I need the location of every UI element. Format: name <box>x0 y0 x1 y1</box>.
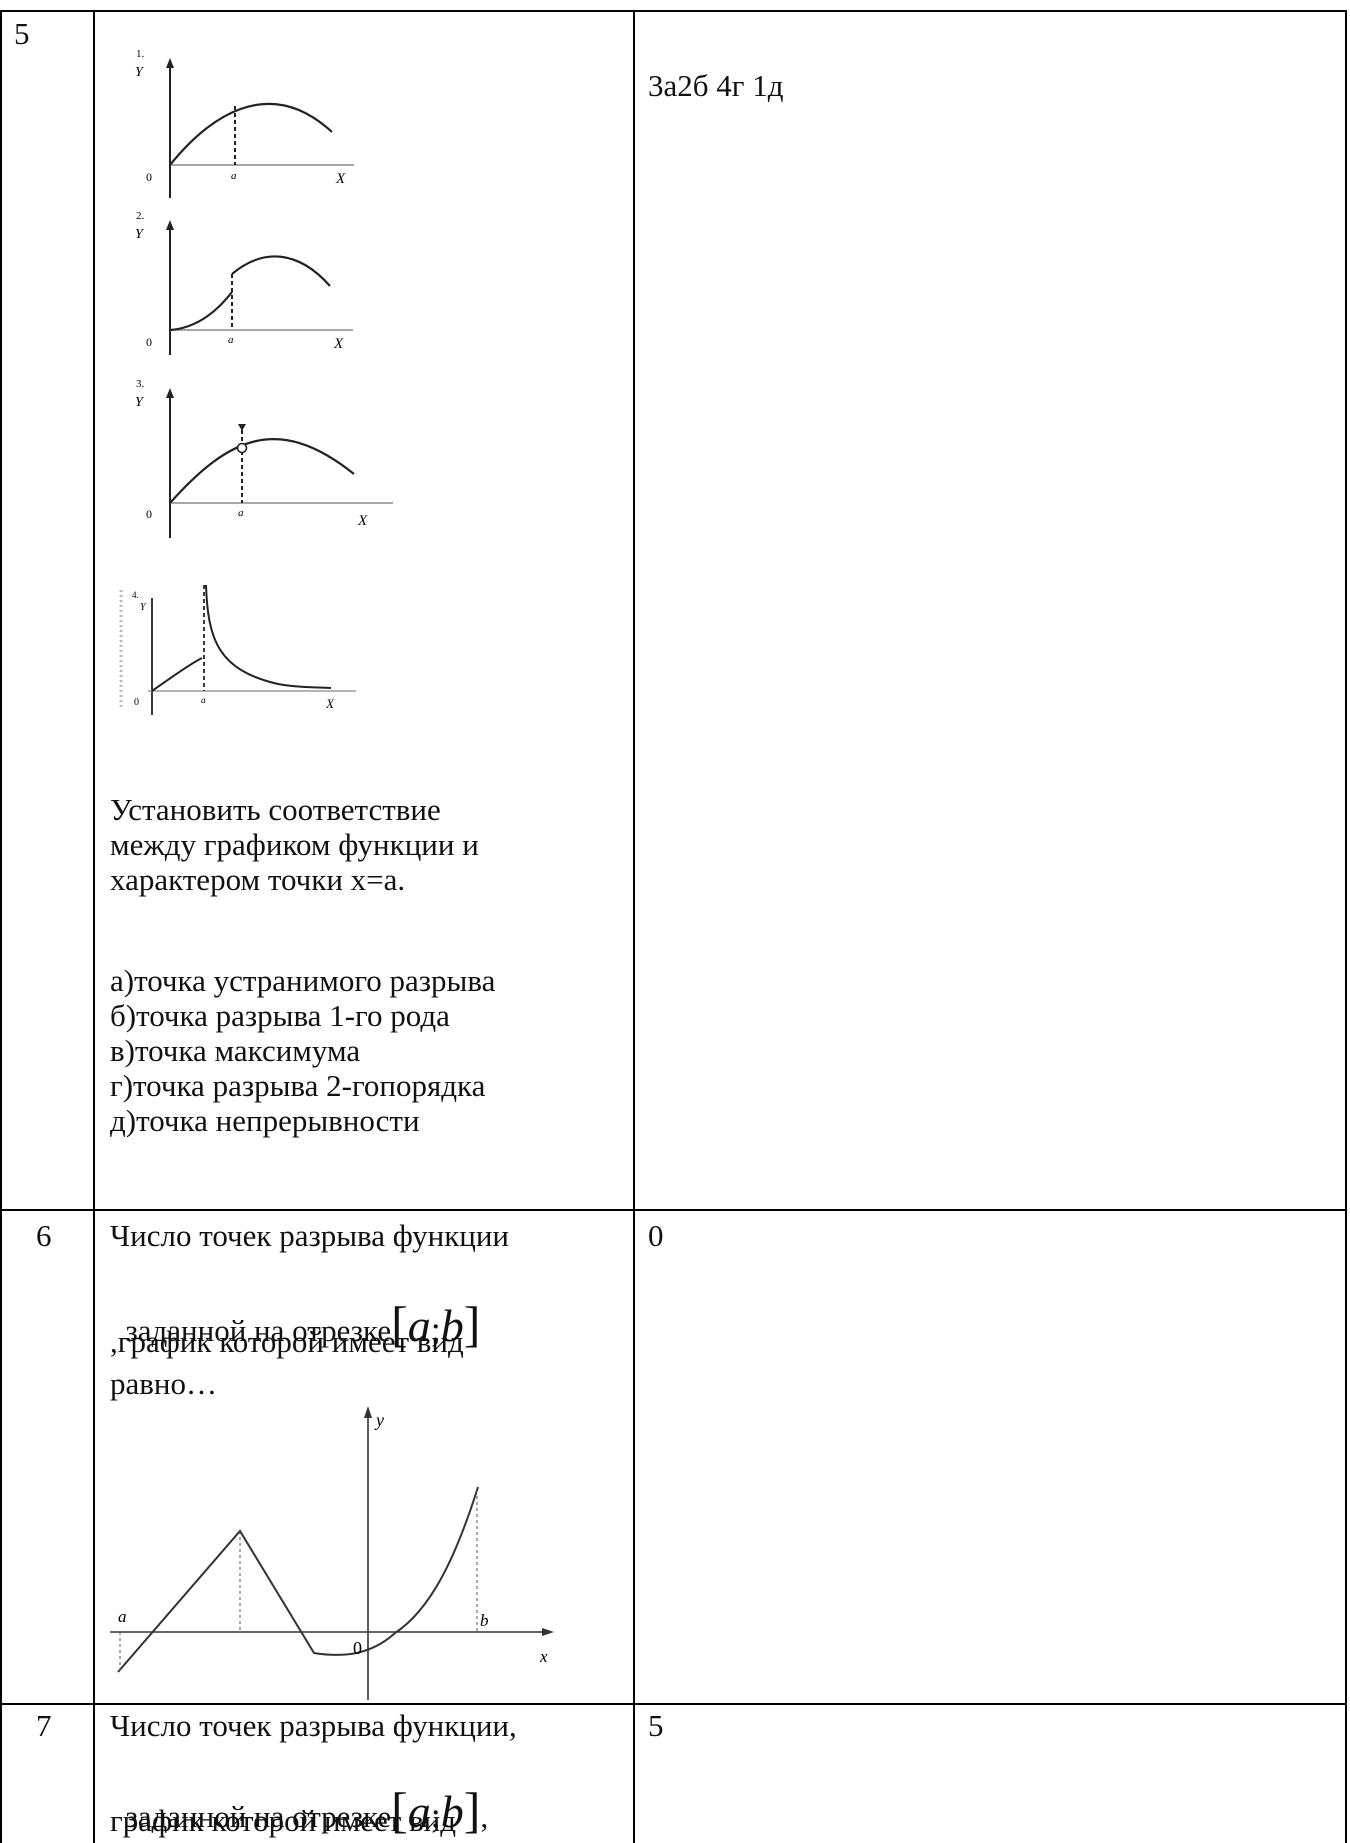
q6-line-2-text: заданной на отрезке <box>125 1313 392 1348</box>
q7-line-2: заданной на отрезке[a;b], <box>110 1756 489 1838</box>
graph-3-x-label: X <box>357 513 368 529</box>
graph-2-right-branch <box>231 255 331 287</box>
option-b: б)точка разрыва 1-го рода <box>110 998 450 1033</box>
q6-b-label: b <box>480 1611 489 1630</box>
graph-2-a-label: a <box>228 334 234 346</box>
q6-line-4: равно… <box>110 1366 217 1401</box>
instruction-line-1: Установить соответствие <box>110 792 441 827</box>
row-divider-6-7 <box>0 1703 1347 1705</box>
column-divider-1 <box>93 10 95 1843</box>
graph-1-origin: 0 <box>146 170 152 184</box>
graph-2-origin: 0 <box>146 335 152 349</box>
graph-2: 2. Y 0 a X <box>135 210 353 355</box>
q6-line-3: ,график которой имеет вид <box>110 1324 464 1359</box>
column-divider-2 <box>633 10 635 1843</box>
q7-line-1: Число точек разрыва функции, <box>110 1708 517 1743</box>
graph-4-index: 4. <box>132 590 139 600</box>
graph-4-y-label: Y <box>140 602 147 613</box>
answer-6: 0 <box>648 1218 664 1253</box>
q6-bracket-left: [ <box>391 1296 408 1352</box>
q6-a-label: a <box>118 1607 127 1626</box>
graph-4-left-branch <box>151 657 203 692</box>
graph-1: 1. Y 0 a X <box>135 48 354 198</box>
q7-bracket-right: ] <box>463 1782 481 1838</box>
q6-function-curve <box>117 1486 479 1673</box>
q7-interval-sep: ; <box>430 1795 441 1835</box>
table-border-top <box>0 10 1347 12</box>
instruction-text: Установить соответствие между графиком ф… <box>110 792 479 897</box>
graph-3-index: 3. <box>136 378 145 390</box>
row-number-5: 5 <box>14 16 30 51</box>
graph-4-a-label: a <box>201 695 206 705</box>
q6-line-2: заданной на отрезке[a;b] <box>110 1270 481 1352</box>
q6-interval-sep: ; <box>430 1309 441 1349</box>
graph-2-x-label: X <box>333 336 344 352</box>
graph-4-origin: 0 <box>134 697 139 708</box>
graph-2-index: 2. <box>136 210 145 222</box>
graph-3-hole <box>236 442 248 454</box>
answer-5: 3а2б 4г 1д <box>648 68 784 103</box>
q7-line-2-suffix: , <box>480 1799 489 1834</box>
q6-y-label: y <box>374 1410 384 1430</box>
q6-x-label: x <box>539 1647 548 1666</box>
instruction-line-2: между графиком функции и <box>110 827 479 862</box>
graph-4: 4. Y 0 a X <box>119 584 356 715</box>
q6-interval-a: a <box>407 1300 431 1351</box>
row-number-7: 7 <box>36 1708 52 1743</box>
q6-interval-b: b <box>440 1300 464 1351</box>
row-divider-5-6 <box>0 1209 1347 1211</box>
graph-1-curve <box>169 102 333 166</box>
graph-1-y-label: Y <box>135 65 145 80</box>
q6-bracket-right: ] <box>463 1296 481 1352</box>
q6-line-1: Число точек разрыва функции <box>110 1218 510 1253</box>
graph-1-a-label: a <box>231 170 237 182</box>
instruction-line-3: характером точки х=а. <box>110 862 406 897</box>
q6-graph: y x a b 0 <box>110 1406 554 1700</box>
graph-3-origin: 0 <box>146 507 152 521</box>
option-g: г)точка разрыва 2-гопорядка <box>110 1068 486 1103</box>
q6-origin-label: 0 <box>353 1638 362 1658</box>
options-list: а)точка устранимого разрыва б)точка разр… <box>110 963 495 1138</box>
graph-3-curve <box>169 438 355 504</box>
option-d: д)точка непрерывности <box>110 1103 420 1138</box>
q7-line-2-text: заданной на отрезке <box>125 1799 392 1834</box>
graph-2-y-label: Y <box>135 227 145 242</box>
table-border-right <box>1345 10 1347 1843</box>
option-a: а)точка устранимого разрыва <box>110 963 496 998</box>
graph-3: 3. Y 0 a X <box>135 378 393 538</box>
q7-interval-b: b <box>440 1786 464 1837</box>
row-number-6: 6 <box>36 1218 52 1253</box>
graph-3-y-label: Y <box>135 395 145 410</box>
table-border-left <box>0 10 2 1843</box>
graph-4-right-branch <box>205 584 332 689</box>
q7-interval-a: a <box>407 1786 431 1837</box>
graph-2-left-branch <box>169 291 233 332</box>
graph-4-x-label: X <box>325 696 335 711</box>
graph-1-index: 1. <box>136 48 145 60</box>
answer-7: 5 <box>648 1708 664 1743</box>
q7-line-3: график которой имеет вид <box>110 1803 457 1838</box>
option-v: в)точка максимума <box>110 1033 361 1068</box>
graph-3-a-label: a <box>238 507 244 519</box>
graph-1-x-label: X <box>335 171 346 187</box>
q7-bracket-left: [ <box>391 1782 408 1838</box>
